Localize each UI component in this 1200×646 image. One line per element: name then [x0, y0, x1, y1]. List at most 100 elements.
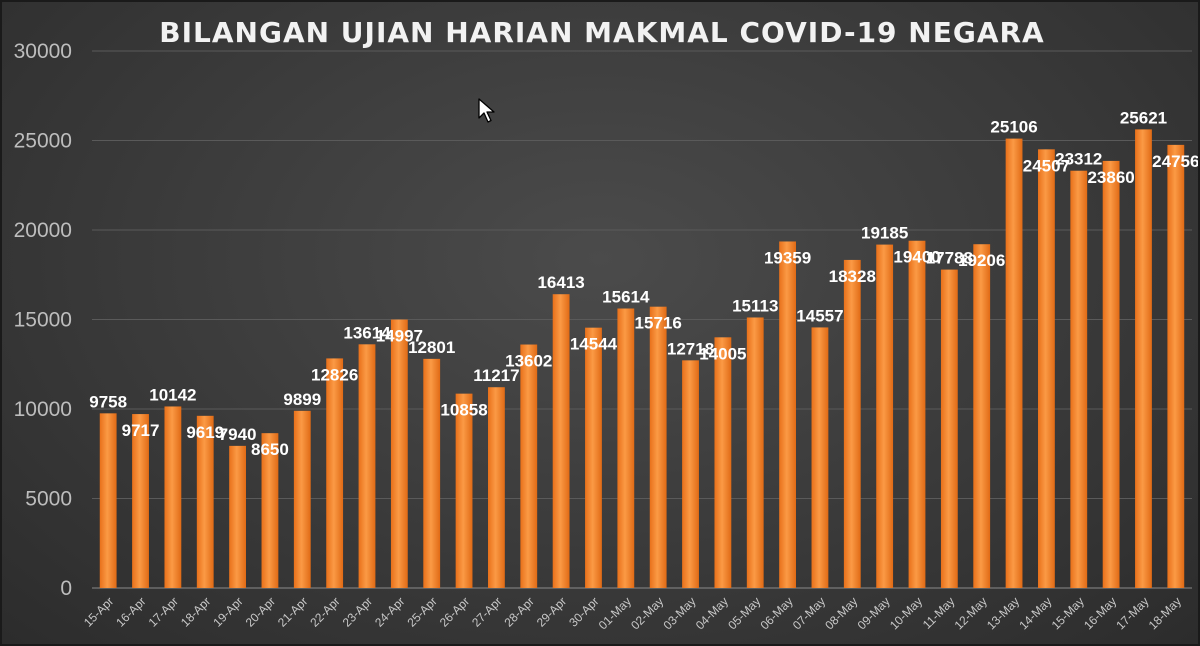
data-label: 12801 [408, 338, 455, 357]
bar-16-May [1102, 160, 1120, 588]
data-label: 25106 [990, 118, 1037, 137]
data-label: 15113 [732, 296, 778, 315]
data-label: 7940 [219, 425, 257, 444]
x-tick-label: 17-Apr [146, 594, 181, 629]
data-label: 19206 [958, 251, 1005, 270]
x-tick-label: 05-May [725, 594, 763, 632]
y-tick-label: 25000 [14, 130, 72, 153]
mouse-pointer-icon [478, 98, 495, 123]
bar-07-May [811, 327, 829, 588]
y-axis-ticks: 0 5000 10000 15000 20000 25000 30000 [14, 40, 72, 600]
x-tick-label: 28-Apr [502, 594, 537, 629]
bar-02-May [649, 306, 667, 588]
data-label: 10858 [440, 401, 487, 420]
bar-28-Apr [520, 344, 538, 588]
bar-19-Apr [229, 445, 246, 588]
bar-25-Apr [423, 358, 441, 588]
data-label: 19359 [764, 248, 811, 267]
data-label: 14997 [376, 327, 423, 346]
bar-11-May [940, 269, 958, 588]
y-tick-label: 0 [60, 577, 72, 600]
y-tick-label: 10000 [14, 398, 72, 421]
x-tick-label: 16-Apr [113, 594, 148, 629]
bar-23-Apr [358, 344, 376, 588]
bar-17-May [1135, 129, 1152, 588]
data-label: 11217 [473, 366, 519, 385]
bar-18-Apr [196, 415, 214, 588]
x-tick-label: 13-May [984, 594, 1022, 632]
data-label: 23860 [1087, 168, 1134, 187]
x-tick-label: 10-May [887, 594, 925, 632]
bar-20-Apr [261, 433, 279, 588]
x-tick-label: 04-May [693, 594, 731, 632]
x-tick-label: 24-Apr [372, 594, 407, 629]
data-label: 9619 [186, 423, 224, 442]
x-tick-label: 18-May [1146, 594, 1184, 632]
x-tick-label: 26-Apr [437, 594, 472, 629]
data-label: 24507 [1023, 156, 1070, 175]
data-label: 16413 [537, 273, 584, 292]
data-label: 13614 [343, 323, 391, 342]
bar-18-May [1167, 144, 1185, 588]
bar-30-Apr [585, 327, 602, 588]
x-tick-label: 12-May [952, 594, 990, 632]
bar-26-Apr [455, 393, 473, 588]
data-label: 9899 [283, 390, 321, 409]
y-tick-label: 5000 [25, 488, 72, 511]
data-label: 9758 [89, 392, 127, 411]
data-label: 13602 [505, 352, 552, 371]
bar-24-Apr [390, 319, 408, 588]
bar-08-May [843, 259, 861, 588]
data-label: 15614 [602, 288, 650, 307]
x-tick-label: 09-May [855, 594, 893, 632]
data-label: 25621 [1120, 108, 1167, 127]
data-label: 17788 [926, 249, 973, 268]
data-label: 12826 [311, 365, 358, 384]
x-tick-label: 02-May [628, 594, 666, 632]
x-tick-label: 11-May [920, 594, 958, 632]
x-tick-label: 14-May [1016, 594, 1054, 632]
chart-title: BILANGAN UJIAN HARIAN MAKMAL COVID-19 NE… [159, 16, 1045, 49]
bar-04-May [714, 337, 732, 588]
data-label: 8650 [251, 440, 289, 459]
x-tick-label: 07-May [790, 594, 828, 632]
x-tick-label: 22-Apr [307, 594, 342, 629]
bar-10-May [908, 240, 926, 589]
bar-29-Apr [552, 294, 570, 588]
bar-27-Apr [488, 387, 505, 588]
bars [99, 129, 1185, 589]
x-tick-label: 21-Apr [275, 594, 310, 629]
y-tick-label: 20000 [14, 219, 72, 242]
y-tick-label: 15000 [14, 309, 72, 332]
bar-06-May [779, 241, 796, 588]
data-label: 14544 [570, 335, 618, 354]
bar-13-May [1005, 138, 1023, 588]
data-label: 12718 [667, 339, 714, 358]
data-label: 19185 [861, 224, 908, 243]
x-tick-label: 03-May [660, 594, 698, 632]
x-tick-label: 15-May [1049, 594, 1087, 632]
data-label: 18328 [829, 267, 876, 286]
bar-03-May [682, 360, 699, 588]
bar-21-Apr [293, 410, 311, 588]
x-tick-label: 16-May [1081, 594, 1119, 632]
x-tick-label: 27-Apr [469, 594, 504, 629]
y-tick-label: 30000 [14, 40, 72, 63]
data-label: 24756 [1152, 152, 1198, 171]
x-tick-label: 20-Apr [243, 594, 278, 629]
data-label: 9717 [122, 421, 160, 440]
bar-09-May [876, 244, 894, 588]
bar-14-May [1038, 149, 1055, 588]
data-label: 15716 [635, 314, 682, 333]
x-tick-label: 19-Apr [210, 594, 245, 629]
x-tick-label: 17-May [1113, 594, 1151, 632]
x-tick-label: 23-Apr [340, 594, 375, 629]
bar-05-May [746, 317, 764, 588]
x-axis-ticks: 15-Apr16-Apr17-Apr18-Apr19-Apr20-Apr21-A… [81, 594, 1184, 632]
bar-17-Apr [164, 406, 182, 588]
x-tick-label: 25-Apr [404, 594, 439, 629]
data-label: 14005 [699, 344, 746, 363]
x-tick-label: 08-May [822, 594, 860, 632]
